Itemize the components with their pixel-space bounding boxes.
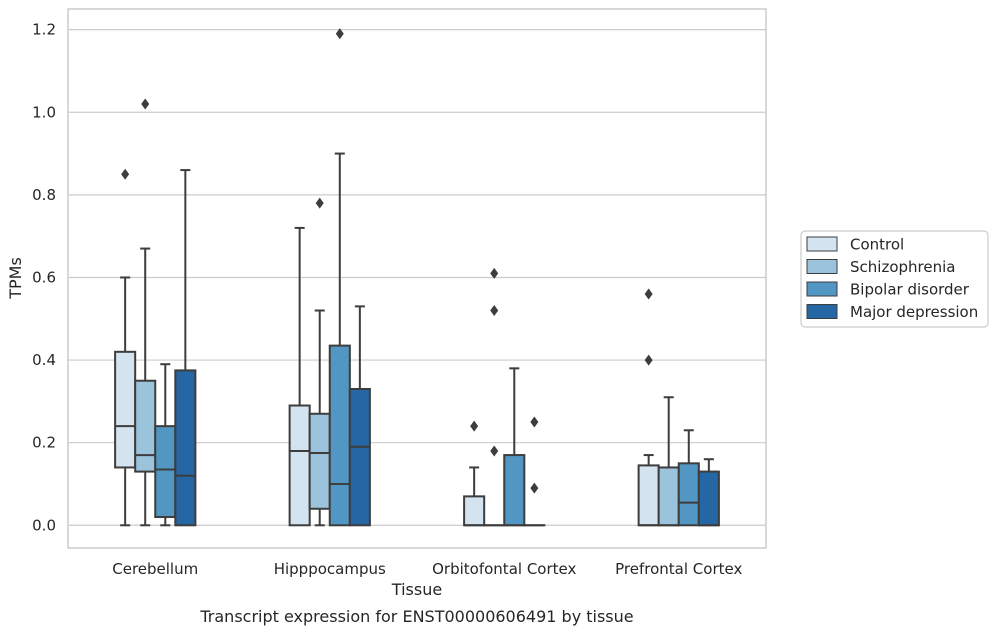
y-tick-labels: 0.0 0.2 0.4 0.6 0.8 1.0 1.2 bbox=[32, 21, 56, 535]
box-group bbox=[504, 368, 524, 525]
y-tick-label: 0.0 bbox=[32, 516, 56, 534]
box-group bbox=[135, 98, 155, 525]
box-group bbox=[175, 170, 195, 525]
outlier-point bbox=[121, 169, 129, 180]
box-group bbox=[699, 459, 719, 525]
box bbox=[659, 467, 679, 525]
outlier-point bbox=[141, 98, 149, 109]
box bbox=[699, 472, 719, 526]
outlier-point bbox=[316, 198, 324, 209]
outlier-point bbox=[490, 445, 498, 456]
box bbox=[679, 463, 699, 525]
x-tick-label: Hipppocampus bbox=[274, 560, 386, 578]
legend-label: Control bbox=[850, 236, 904, 254]
box-group bbox=[659, 397, 679, 525]
box-group bbox=[484, 268, 504, 525]
outlier-point bbox=[470, 421, 478, 432]
box-group bbox=[310, 198, 330, 526]
box bbox=[115, 352, 135, 468]
legend-label: Schizophrenia bbox=[850, 258, 955, 276]
x-axis-label: Tissue bbox=[391, 580, 442, 599]
legend-swatch bbox=[807, 260, 837, 274]
legend: Control Schizophrenia Bipolar disorder Majo… bbox=[801, 231, 988, 327]
box bbox=[350, 389, 370, 525]
legend-label: Bipolar disorder bbox=[850, 281, 970, 299]
box bbox=[504, 455, 524, 525]
box bbox=[135, 381, 155, 472]
outlier-point bbox=[645, 288, 653, 299]
outlier-point bbox=[530, 417, 538, 428]
y-axis-label: TPMs bbox=[6, 257, 25, 300]
chart-title: Transcript expression for ENST0000060649… bbox=[199, 607, 633, 626]
y-tick-label: 1.0 bbox=[32, 103, 56, 121]
x-tick-label: Prefrontal Cortex bbox=[615, 560, 742, 578]
box-group bbox=[464, 421, 484, 526]
y-tick-label: 0.2 bbox=[32, 434, 56, 452]
outlier-point bbox=[490, 305, 498, 316]
box-group bbox=[679, 430, 699, 525]
outlier-point bbox=[645, 355, 653, 366]
box bbox=[310, 414, 330, 509]
y-tick-label: 0.4 bbox=[32, 351, 56, 369]
box bbox=[290, 406, 310, 526]
box bbox=[155, 426, 175, 517]
box-group bbox=[524, 417, 544, 526]
legend-swatch bbox=[807, 282, 837, 296]
y-tick-label: 1.2 bbox=[32, 21, 56, 39]
x-tick-label: Orbitofontal Cortex bbox=[432, 560, 576, 578]
box-group bbox=[155, 364, 175, 525]
box-group bbox=[639, 288, 659, 525]
y-tick-label: 0.6 bbox=[32, 268, 56, 286]
y-tick-label: 0.8 bbox=[32, 186, 56, 204]
box-group bbox=[330, 28, 350, 525]
outlier-point bbox=[530, 483, 538, 494]
box-group bbox=[290, 228, 310, 525]
legend-label: Major depression bbox=[850, 303, 978, 321]
x-tick-label: Cerebellum bbox=[112, 560, 198, 578]
box bbox=[464, 496, 484, 525]
boxes-layer bbox=[115, 28, 719, 525]
box-group bbox=[115, 169, 135, 526]
legend-swatch bbox=[807, 237, 837, 251]
legend-swatch bbox=[807, 305, 837, 319]
box bbox=[175, 370, 195, 525]
box-group bbox=[350, 306, 370, 525]
box bbox=[330, 346, 350, 526]
box bbox=[639, 465, 659, 525]
x-tick-labels: Cerebellum Hipppocampus Orbitofontal Corte… bbox=[112, 560, 742, 578]
